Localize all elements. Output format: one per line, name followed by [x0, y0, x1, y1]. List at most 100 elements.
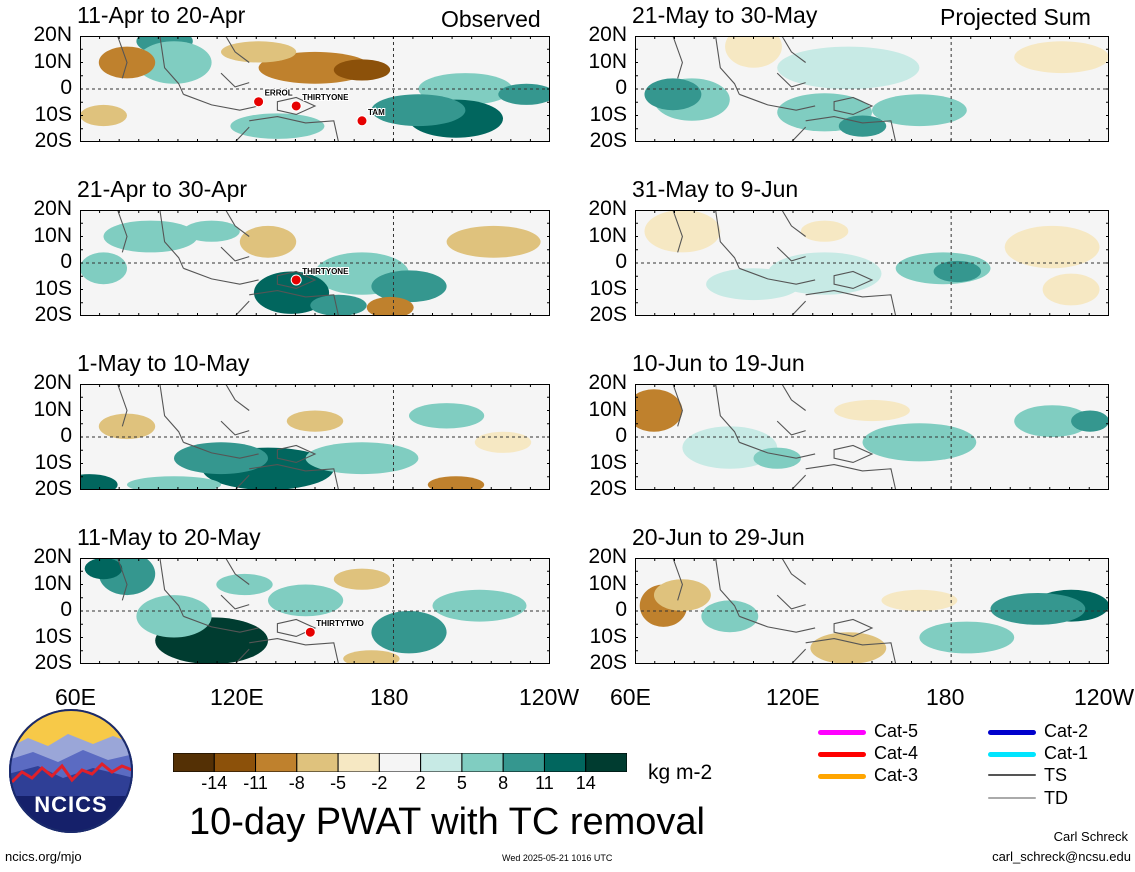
- colorbar-swatch: [255, 752, 298, 773]
- coastline: [225, 558, 250, 585]
- pwat-anomaly-blob: [1071, 410, 1109, 432]
- pwat-anomaly-blob: [80, 474, 118, 490]
- storm-marker: THIRTYTWO: [304, 618, 365, 638]
- coastline: [234, 648, 250, 664]
- pwat-anomaly-blob: [810, 632, 887, 664]
- coastline: [234, 126, 250, 142]
- legend-line-cat-4: [818, 752, 866, 757]
- lat-label: 0: [60, 76, 72, 99]
- pwat-anomaly-blob: [80, 252, 127, 285]
- footer-email[interactable]: carl_schreck@ncsu.edu: [992, 849, 1131, 864]
- pwat-anomaly-blob: [371, 94, 466, 127]
- colorbar-tick-label: -8: [288, 773, 305, 793]
- legend-label-td: TD: [1044, 788, 1068, 808]
- lat-label: 10N: [33, 571, 72, 595]
- panel-title: 11-May to 20-May: [77, 524, 261, 550]
- map-21-may-to-30-may: [634, 35, 1110, 143]
- lon-label-180-left: 180: [370, 684, 409, 710]
- colorbar-swatch: [461, 752, 504, 773]
- coastline: [672, 36, 683, 79]
- lat-label: 20N: [588, 23, 627, 46]
- pwat-anomaly-blob: [446, 225, 541, 258]
- legend-label-cat-4: Cat-4: [874, 743, 919, 763]
- pwat-anomaly-blob: [268, 584, 344, 617]
- coastline: [672, 210, 683, 253]
- legend-label-cat-5: Cat-5: [874, 721, 919, 741]
- storm-marker: ERROL: [253, 88, 294, 108]
- lat-label: 20N: [33, 545, 72, 568]
- lat-label: 0: [60, 598, 72, 621]
- pwat-anomaly-blob: [1042, 273, 1100, 306]
- lat-label: 20S: [34, 303, 72, 326]
- pwat-anomaly-blob: [183, 220, 240, 242]
- lon-label-120e-right: 120E: [766, 684, 820, 710]
- panel-title: 31-May to 9-Jun: [632, 176, 799, 202]
- legend-label-cat-3: Cat-3: [874, 765, 919, 785]
- lat-label: 10S: [34, 102, 72, 126]
- pwat-anomaly-blob: [343, 650, 400, 664]
- pwat-anomaly-blob: [777, 46, 920, 89]
- colorbar-swatch: [420, 752, 463, 773]
- pwat-anomaly-blob: [136, 41, 212, 84]
- pwat-anomaly-blob: [725, 36, 782, 68]
- lat-label: 10S: [34, 624, 72, 648]
- footer-url[interactable]: ncics.org/mjo: [5, 849, 82, 864]
- storm-label: THIRTYONE: [302, 93, 349, 102]
- lat-label: 20S: [589, 477, 627, 500]
- colorbar-tick-label: -2: [371, 773, 388, 793]
- lat-label: 10N: [33, 397, 72, 421]
- coastline: [791, 300, 807, 316]
- lat-label: 20N: [33, 371, 72, 394]
- coastline: [249, 290, 340, 316]
- lat-label: 20S: [589, 129, 627, 152]
- coastline: [249, 464, 340, 490]
- coastline: [833, 96, 874, 116]
- coastline: [183, 93, 259, 111]
- pwat-anomaly-blob: [644, 78, 702, 111]
- pwat-anomaly-blob: [366, 296, 414, 316]
- colorbar-tick-label: 14: [575, 773, 596, 793]
- pwat-anomaly-blob: [933, 260, 982, 283]
- coastline: [234, 300, 250, 316]
- coastline: [715, 384, 740, 443]
- coastline: [672, 558, 683, 601]
- lat-label: 20N: [588, 371, 627, 394]
- coastline: [183, 441, 259, 459]
- coastline: [220, 420, 250, 436]
- coastline: [791, 126, 807, 142]
- coastline: [805, 116, 897, 142]
- panel-title: 20-Jun to 29-Jun: [632, 524, 805, 550]
- colorbar-swatch: [172, 752, 215, 773]
- lon-label-120w-right: 120W: [1074, 684, 1135, 710]
- lon-label-60e-right: 60E: [610, 684, 651, 710]
- lat-label: 20S: [34, 477, 72, 500]
- coastline: [739, 441, 816, 459]
- pwat-anomaly-blob: [800, 220, 849, 242]
- coastline: [791, 474, 807, 490]
- coastline: [739, 267, 816, 285]
- lat-label: 10N: [588, 397, 627, 421]
- lon-label-120w-left: 120W: [519, 684, 580, 710]
- coastline: [672, 384, 683, 427]
- lat-label: 10N: [33, 49, 72, 73]
- pwat-anomaly-blob: [706, 268, 801, 301]
- pwat-anomaly-blob: [753, 447, 801, 469]
- coastline: [117, 210, 128, 253]
- pwat-map-panel: [79, 383, 551, 491]
- map-1-may-to-10-may: [79, 383, 551, 491]
- pwat-anomaly-blob: [305, 442, 419, 475]
- pwat-anomaly-blob: [98, 413, 156, 440]
- ncics-logo: NCICS: [8, 708, 134, 834]
- lat-label: 10N: [588, 571, 627, 595]
- colorbar-tick-label: 8: [498, 773, 509, 793]
- coastline: [225, 384, 250, 411]
- pwat-anomaly-blob: [333, 568, 391, 590]
- coastline: [833, 444, 874, 464]
- pwat-anomaly-blob: [239, 225, 297, 258]
- storm-label: TAM: [368, 108, 385, 117]
- lat-label: 0: [615, 250, 627, 273]
- lon-label-120e-left: 120E: [210, 684, 264, 710]
- map-11-may-to-20-may: THIRTYTWO: [79, 557, 551, 665]
- lat-label: 10S: [589, 276, 627, 300]
- coastline: [805, 290, 897, 316]
